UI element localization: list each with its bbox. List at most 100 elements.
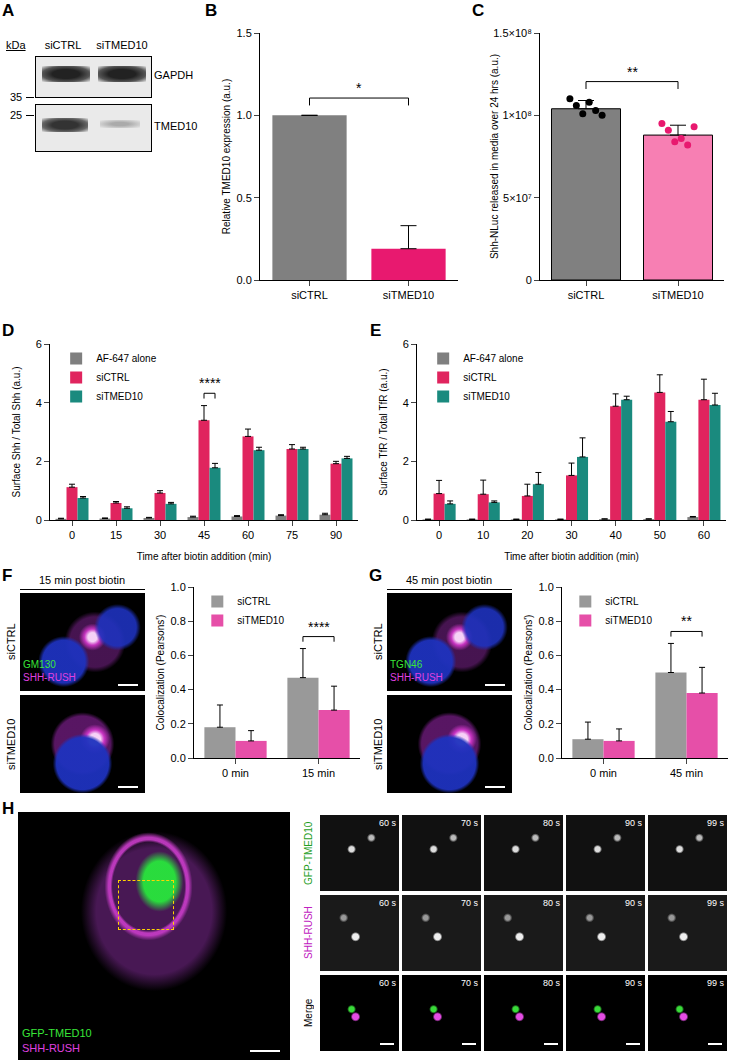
svg-text:1.0: 1.0 (539, 581, 554, 593)
svg-text:0.0: 0.0 (539, 752, 554, 764)
svg-text:5×10⁷: 5×10⁷ (503, 192, 532, 204)
svg-text:60: 60 (242, 529, 254, 541)
html-text:15 min post biotin: 15 min post biotin (38, 574, 126, 586)
html-text:Merge: Merge (302, 998, 314, 1028)
html-text:GFP-TMED10: GFP-TMED10 (302, 821, 314, 885)
html-text:D: D (2, 321, 15, 340)
svg-text:6: 6 (36, 338, 42, 350)
svg-text:0 min: 0 min (590, 767, 617, 779)
svg-text:siCTRL: siCTRL (568, 289, 605, 301)
html-text:siCTRL: siCTRL (5, 623, 17, 661)
svg-text:siTMED10: siTMED10 (383, 289, 434, 301)
svg-text:siTMED10: siTMED10 (237, 615, 284, 626)
html-text:45 min post biotin: 45 min post biotin (405, 574, 493, 586)
svg-text:2: 2 (36, 455, 42, 467)
svg-text:1.5×10⁸: 1.5×10⁸ (493, 27, 532, 39)
svg-text:1.0: 1.0 (237, 109, 252, 121)
html-text:H: H (2, 799, 15, 818)
html-text:A: A (2, 1, 15, 20)
html-text:GAPDH: GAPDH (154, 69, 194, 81)
svg-text:0.8: 0.8 (171, 615, 186, 627)
svg-text:Colocalization (Pearsons'): Colocalization (Pearsons') (155, 615, 166, 731)
svg-text:30: 30 (154, 529, 166, 541)
svg-text:6: 6 (403, 338, 409, 350)
svg-text:1×10⁸: 1×10⁸ (502, 109, 531, 121)
svg-text:siCTRL: siCTRL (463, 372, 497, 383)
svg-text:Time after biotin addition (mi: Time after biotin addition (min) (504, 551, 639, 562)
svg-text:20: 20 (521, 529, 533, 541)
svg-text:0: 0 (403, 514, 409, 526)
html-text:GM130: GM130 (23, 659, 56, 670)
svg-text:0.6: 0.6 (539, 649, 554, 661)
svg-text:**: ** (681, 613, 692, 629)
svg-text:0.2: 0.2 (171, 718, 186, 730)
svg-text:siTMED10: siTMED10 (652, 289, 703, 301)
svg-text:siCTRL: siCTRL (237, 596, 271, 607)
html-text:siCTRL: siCTRL (44, 39, 82, 51)
svg-text:0: 0 (526, 274, 532, 286)
html-text:GFP-TMED10: GFP-TMED10 (22, 1027, 92, 1039)
svg-text:siCTRL: siCTRL (96, 372, 130, 383)
svg-text:10: 10 (477, 529, 489, 541)
svg-text:0.6: 0.6 (171, 649, 186, 661)
svg-text:Colocalization (Pearsons'): Colocalization (Pearsons') (523, 615, 534, 731)
svg-text:**: ** (627, 64, 638, 80)
svg-text:0 min: 0 min (222, 767, 249, 779)
svg-text:Surface Shh / Total Shh (a.u.): Surface Shh / Total Shh (a.u.) (11, 366, 22, 497)
html-text:siCTRL: siCTRL (372, 623, 384, 661)
svg-text:siTMED10: siTMED10 (96, 391, 143, 402)
svg-text:45: 45 (198, 529, 210, 541)
html-text:25: 25 (10, 109, 23, 121)
html-text:G: G (369, 566, 383, 585)
svg-text:****: **** (308, 619, 330, 635)
svg-text:0.0: 0.0 (171, 752, 186, 764)
svg-text:0.5: 0.5 (237, 192, 252, 204)
html-text:B: B (205, 1, 218, 20)
svg-text:****: **** (199, 375, 221, 391)
html-text:SHH-RUSH: SHH-RUSH (22, 1042, 81, 1054)
svg-text:15: 15 (110, 529, 122, 541)
html-text:siTMED10: siTMED10 (96, 39, 148, 51)
svg-text:90: 90 (330, 529, 342, 541)
html-text:F: F (2, 566, 13, 585)
svg-text:0: 0 (436, 529, 442, 541)
html-text:kDa: kDa (6, 39, 26, 51)
svg-text:15 min: 15 min (302, 767, 335, 779)
svg-text:0.2: 0.2 (539, 718, 554, 730)
html-text:siTMED10: siTMED10 (5, 718, 17, 770)
svg-text:4: 4 (403, 397, 409, 409)
svg-text:siCTRL: siCTRL (605, 596, 639, 607)
svg-text:Shh-NLuc released in media ove: Shh-NLuc released in media over 24 hrs (… (489, 54, 500, 259)
html-text:C: C (472, 1, 485, 20)
svg-text:4: 4 (36, 397, 42, 409)
html-text:E: E (370, 321, 382, 340)
svg-text:0.4: 0.4 (171, 683, 186, 695)
svg-text:0: 0 (36, 514, 42, 526)
svg-text:AF-647 alone: AF-647 alone (463, 353, 523, 364)
svg-text:0.4: 0.4 (539, 683, 554, 695)
svg-text:Time after biotin addition (mi: Time after biotin addition (min) (137, 551, 272, 562)
svg-text:Relative TMED10 expression (a.: Relative TMED10 expression (a.u.) (221, 79, 232, 234)
html-text:35: 35 (10, 91, 23, 103)
svg-text:40: 40 (610, 529, 622, 541)
html-text:siTMED10: siTMED10 (372, 718, 384, 770)
svg-text:1.0: 1.0 (171, 581, 186, 593)
svg-text:0.0: 0.0 (237, 274, 252, 286)
svg-text:30: 30 (565, 529, 577, 541)
svg-text:45 min: 45 min (670, 767, 703, 779)
svg-text:0: 0 (69, 529, 75, 541)
svg-text:Surface TfR / Total TfR (a.u.): Surface TfR / Total TfR (a.u.) (378, 368, 389, 495)
svg-text:1.5: 1.5 (237, 27, 252, 39)
html-text:SHH-RUSH: SHH-RUSH (302, 906, 314, 960)
svg-text:2: 2 (403, 455, 409, 467)
svg-text:*: * (356, 80, 362, 96)
svg-text:siCTRL: siCTRL (291, 289, 328, 301)
svg-text:75: 75 (286, 529, 298, 541)
svg-text:50: 50 (654, 529, 666, 541)
svg-text:AF-647 alone: AF-647 alone (96, 353, 156, 364)
svg-text:siTMED10: siTMED10 (463, 391, 510, 402)
svg-text:0.8: 0.8 (539, 615, 554, 627)
html-text:TMED10: TMED10 (154, 120, 198, 132)
svg-text:60: 60 (698, 529, 710, 541)
svg-text:siTMED10: siTMED10 (605, 615, 652, 626)
